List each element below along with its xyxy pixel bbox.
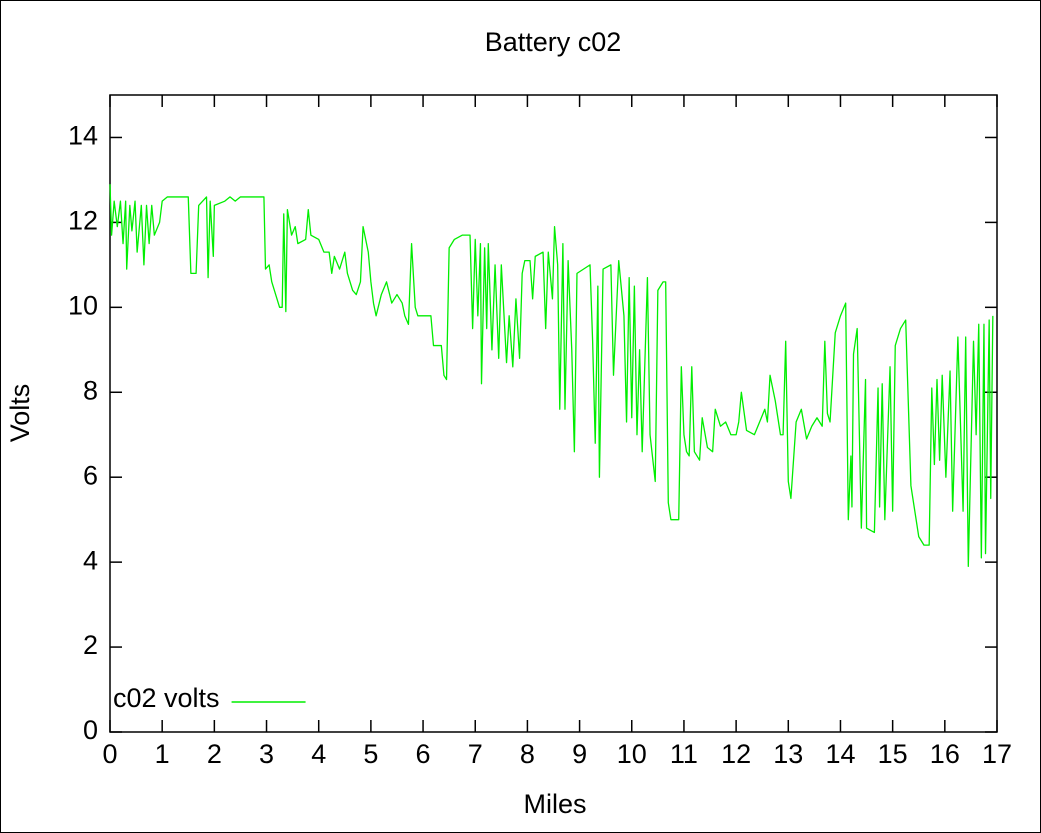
x-tick-label: 2 (207, 739, 222, 769)
y-tick-label: 10 (68, 290, 98, 320)
chart-title: Battery c02 (485, 27, 622, 57)
x-tick-label: 8 (520, 739, 535, 769)
y-tick-label: 12 (68, 206, 98, 236)
plot-border (109, 94, 998, 733)
x-tick-label: 15 (878, 739, 908, 769)
x-tick-label: 17 (982, 739, 1012, 769)
x-tick-label: 14 (825, 739, 855, 769)
y-tick-label: 2 (83, 630, 98, 660)
y-tick-label: 8 (83, 375, 98, 405)
x-tick-label: 10 (617, 739, 647, 769)
x-tick-label: 11 (670, 739, 698, 769)
x-tick-label: 5 (363, 739, 378, 769)
x-axis-label: Miles (523, 789, 586, 819)
y-tick-label: 14 (68, 121, 98, 151)
x-tick-label: 7 (468, 739, 483, 769)
x-tick-label: 9 (572, 739, 587, 769)
x-tick-label: 4 (311, 739, 326, 769)
x-tick-label: 12 (721, 739, 751, 769)
y-tick-label: 4 (83, 545, 98, 575)
x-tick-label: 1 (155, 739, 170, 769)
x-tick-label: 0 (102, 739, 117, 769)
y-tick-label: 6 (83, 460, 98, 490)
x-tick-label: 16 (930, 739, 960, 769)
y-axis-label: Volts (5, 384, 35, 443)
x-tick-label: 6 (416, 739, 431, 769)
x-tick-label: 3 (259, 739, 274, 769)
data-line (109, 184, 994, 568)
y-tick-label: 0 (83, 715, 98, 745)
legend-label: c02 volts (113, 683, 220, 713)
x-tick-label: 13 (773, 739, 803, 769)
